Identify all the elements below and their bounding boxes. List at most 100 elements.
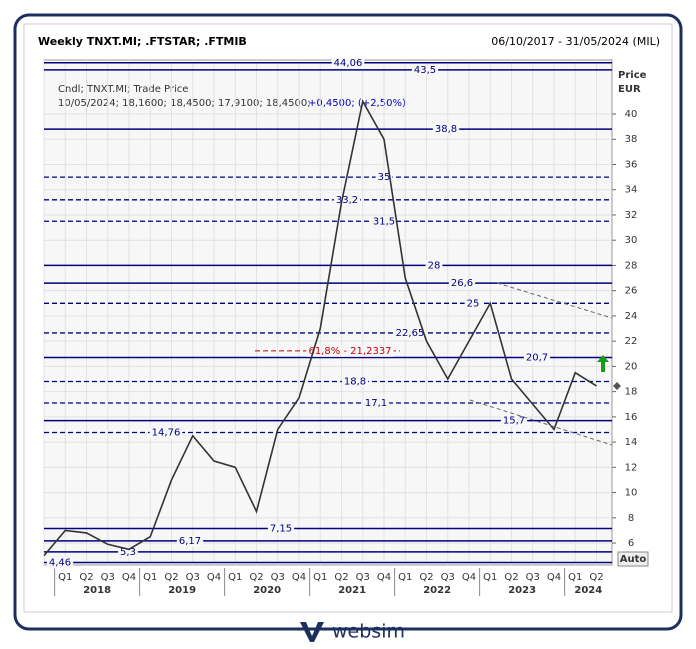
x-tick-label: Q4	[547, 572, 561, 583]
level-label-bg	[425, 260, 443, 272]
level-label: 22,65	[396, 328, 425, 339]
level-label-bg	[46, 557, 74, 569]
year-label: 2019	[168, 585, 196, 596]
arrow-icon	[597, 355, 609, 372]
level-label: 28	[428, 260, 441, 271]
level-label-bg	[118, 546, 138, 558]
x-tick-label: Q3	[271, 572, 285, 583]
x-tick-label: Q4	[207, 572, 221, 583]
year-label: 2024	[574, 585, 602, 596]
level-label: 17,1	[365, 398, 387, 409]
x-tick-label: Q1	[143, 572, 157, 583]
legend-values: 10/05/2024; 18,1600; 18,4500; 17,9100; 1…	[58, 98, 311, 109]
x-tick-label: Q3	[526, 572, 540, 583]
y-tick-label: 32	[625, 210, 638, 221]
level-label-bg	[362, 397, 390, 409]
level-label: 31,5	[373, 216, 395, 227]
y-tick-label: 24	[625, 311, 638, 322]
x-tick-label: Q1	[398, 572, 412, 583]
level-label: 5,3	[120, 547, 136, 558]
auto-button[interactable]	[617, 551, 649, 567]
y-tick-label: 8	[628, 513, 634, 524]
level-label: 4,46	[49, 557, 71, 568]
x-tick-label: Q1	[58, 572, 72, 583]
level-label: 6,17	[179, 536, 201, 547]
date-range: 06/10/2017 - 31/05/2024 (MIL)	[491, 35, 660, 48]
trendline	[469, 399, 613, 446]
year-label: 2022	[423, 585, 451, 596]
x-tick-label: Q2	[334, 572, 348, 583]
chart-title: Weekly TNXT.MI; .FTSTAR; .FTMIB	[38, 35, 247, 48]
legend-line: Cndl; TNXT.MI; Trade Price	[58, 84, 188, 95]
y-tick-label: 12	[625, 462, 638, 473]
level-label: 44,06	[334, 58, 363, 69]
level-label-bg	[333, 194, 361, 206]
year-label: 2021	[338, 585, 366, 596]
level-label: 7,15	[270, 524, 292, 535]
x-tick-label: Q1	[313, 572, 327, 583]
legend-change: +0,4500; (+2,50%)	[308, 98, 406, 109]
level-label: 33,2	[336, 195, 358, 206]
level-label-bg	[375, 172, 393, 184]
year-label: 2020	[253, 585, 281, 596]
level-label-bg	[411, 64, 439, 76]
x-tick-label: Q3	[441, 572, 455, 583]
y-tick-label: 18	[625, 387, 638, 398]
y-tick-label: 10	[625, 488, 638, 499]
x-tick-label: Q2	[164, 572, 178, 583]
x-tick-label: Q3	[186, 572, 200, 583]
brand: websim	[332, 621, 405, 643]
last-price-marker	[613, 382, 621, 390]
level-label-bg	[432, 124, 460, 136]
x-tick-label: Q1	[483, 572, 497, 583]
year-label: 2018	[83, 585, 111, 596]
level-label-bg	[341, 376, 369, 388]
y-axis-unit: EUR	[618, 84, 641, 95]
x-tick-label: Q4	[122, 572, 136, 583]
y-tick-label: 14	[625, 437, 638, 448]
y-tick-label: 20	[625, 361, 638, 372]
level-label: 38,8	[435, 124, 457, 135]
x-tick-label: Q4	[462, 572, 476, 583]
x-tick-label: Q3	[101, 572, 115, 583]
level-label-bg	[448, 278, 476, 290]
level-label: 15,7	[503, 416, 525, 427]
level-label-bg	[500, 415, 528, 427]
level-label-bg	[176, 535, 204, 547]
year-label: 2023	[508, 585, 536, 596]
x-tick-label: Q1	[228, 572, 242, 583]
y-tick-label: 36	[625, 159, 638, 170]
level-label: 14,76	[152, 428, 181, 439]
level-label-bg	[267, 523, 295, 535]
plot-area	[43, 59, 613, 566]
y-tick-label: 34	[625, 185, 638, 196]
level-label-bg	[393, 327, 427, 339]
x-tick-label: Q2	[419, 572, 433, 583]
fib-label: 61,8% - 21,2337	[308, 346, 391, 357]
level-label: 26,6	[451, 278, 473, 289]
y-tick-label: 28	[625, 260, 638, 271]
level-label-bg	[149, 427, 183, 439]
y-tick-label: 22	[625, 336, 638, 347]
trendline	[496, 282, 613, 319]
level-label: 35	[378, 172, 391, 183]
level-label-bg	[523, 352, 551, 364]
level-label: 43,5	[414, 65, 436, 76]
y-tick-label: 16	[625, 412, 638, 423]
x-tick-label: Q2	[504, 572, 518, 583]
y-tick-label: 30	[625, 235, 638, 246]
y-tick-label: 26	[625, 286, 638, 297]
auto-button-label[interactable]: Auto	[620, 554, 647, 565]
level-label: 25	[467, 298, 480, 309]
y-tick-label: 6	[628, 538, 634, 549]
logo	[300, 622, 324, 642]
x-tick-label: Q1	[568, 572, 582, 583]
x-tick-label: Q2	[589, 572, 603, 583]
y-tick-label: 38	[625, 134, 638, 145]
level-label: 18,8	[344, 377, 366, 388]
x-tick-label: Q4	[292, 572, 306, 583]
y-axis-label: Price	[618, 70, 647, 81]
price-line	[43, 99, 597, 557]
